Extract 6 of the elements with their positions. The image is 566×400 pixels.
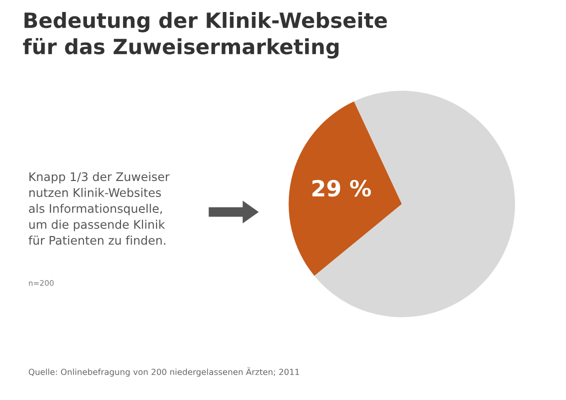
source-note: Quelle: Onlinebefragung von 200 niedergelassenen Ärzten; 2011 xyxy=(28,367,300,377)
data-label: 29 % xyxy=(312,180,371,197)
chart-title: Bedeutung der Klinik-Webseite für das Zuweisermarketing xyxy=(23,12,387,59)
pie-slice xyxy=(288,101,402,276)
pie-slice xyxy=(314,90,516,318)
text: Knapp 1/3 der Zuweiser nutzen Klinik-Websites als Informationsquelle, um die passende Klinik für Patienten zu finden. xyxy=(28,172,170,245)
